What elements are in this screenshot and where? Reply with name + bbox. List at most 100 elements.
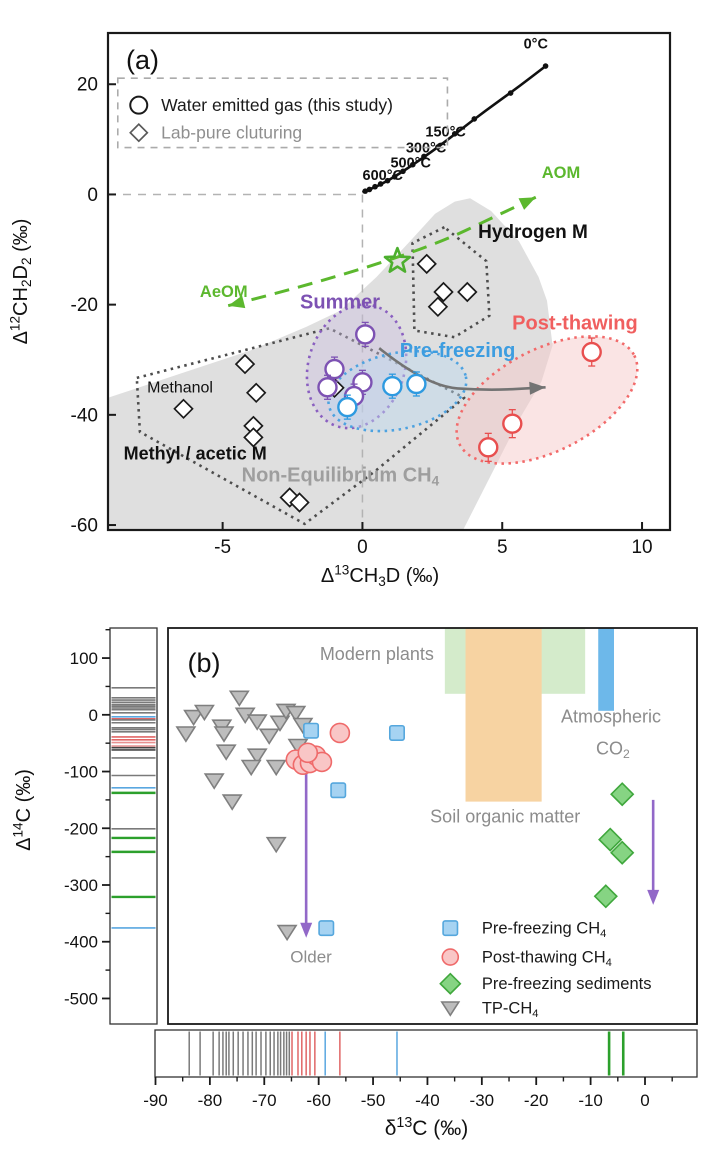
x-tick-label: -5: [214, 537, 231, 558]
temperature-curve-dot: [362, 188, 369, 194]
legend-diamond-marker: [129, 122, 149, 143]
y-tick-label: -400: [64, 933, 98, 952]
panel-b-legend-label-1: Post-thawing CH4: [482, 949, 612, 969]
tp-ch4-point: [183, 709, 205, 727]
temperature-curve-dot: [400, 168, 406, 175]
legend-circle-marker: [129, 95, 149, 115]
older-arrow-right-head: [647, 889, 660, 905]
y-tick-label: -300: [64, 876, 98, 895]
soil-organic-matter-region-label: Soil organic matter: [430, 807, 580, 827]
lab-pure-culturing-point: [427, 296, 449, 318]
tp-ch4-point: [258, 728, 280, 745]
x-tick-label: -10: [578, 1091, 603, 1110]
legend-square-marker: [442, 920, 459, 937]
bottom-rug-box: [154, 1029, 698, 1078]
series-post-thawing-ch4: [285, 722, 351, 776]
post-thawing-gas-point: [581, 341, 602, 363]
panel-b-y-axis-title: Δ14C (‰): [10, 769, 35, 851]
tp-ch4-point: [228, 690, 250, 707]
modern-plants-region-label: Modern plants: [320, 644, 434, 664]
panel-b-x-axis-title: δ13C (‰): [385, 1115, 469, 1140]
temperature-curve-dot: [377, 181, 384, 187]
x-tick-label: 10: [631, 537, 652, 558]
panel-a-y-axis-title: Δ12CH2D2 (‰): [7, 219, 34, 345]
lab-pure-culturing-point: [173, 398, 194, 420]
panel-b: Modern plants Soil organic matter Atmosphe…: [10, 627, 698, 1140]
pre-freezing-sediments-point: [610, 840, 635, 865]
pre-freezing-gas-point: [406, 373, 427, 395]
hydrogen-m-label: Hydrogen M: [478, 222, 588, 243]
lab-pure-culturing-point: [457, 281, 478, 303]
tp-ch4-point: [193, 704, 215, 722]
tp-ch4-point: [269, 715, 291, 732]
x-tick-label: -60: [306, 1091, 331, 1110]
pre-freezing-sediments-point: [610, 782, 635, 807]
panel-a-legend-box: [116, 77, 449, 149]
methyl-acetic-region: [135, 327, 466, 526]
series-tp-ch4: [175, 690, 314, 942]
pre-freezing-gas-point: [337, 396, 358, 418]
summer-gas-point: [317, 377, 338, 398]
lab-pure-culturing-point: [245, 382, 267, 404]
region-post-thawing: [455, 335, 639, 465]
x-tick-label: 0: [640, 1091, 649, 1110]
pre-freezing-ch4-point: [388, 724, 405, 741]
pre-freezing-ch4-point: [318, 920, 335, 937]
temperature-curve-dot: [384, 177, 391, 184]
x-tick-label: -80: [198, 1091, 223, 1110]
y-tick-label: 0: [89, 706, 98, 725]
tp-ch4-point: [265, 836, 287, 854]
post-thawing-ch4-point: [297, 742, 319, 764]
legend-label-1: Lab-pure cluturing: [161, 123, 302, 143]
left-rug-box: [109, 627, 158, 1025]
series-aom-reference-star: [383, 246, 412, 273]
series-pre-freezing-sediments: [593, 782, 635, 909]
tp-ch4-point: [246, 714, 268, 731]
x-tick-label: -90: [143, 1091, 168, 1110]
tp-ch4-point: [203, 773, 225, 790]
tp-ch4-point: [175, 726, 197, 743]
freeze-thaw-evolution-arrow: [378, 347, 546, 391]
y-tick-label: 100: [70, 649, 98, 668]
summer-gas-point: [355, 324, 376, 345]
summer-label: Summer: [300, 291, 380, 313]
temperature-curve-dot: [391, 174, 398, 180]
atmospheric-co2-region-label: Atmospheric: [561, 707, 661, 727]
hydrogen-region: [411, 225, 491, 339]
soil-organic-matter-region: [465, 628, 542, 802]
panel-b-legend-label-2: Pre-freezing sediments: [482, 975, 652, 993]
y-tick-label: -500: [64, 989, 98, 1008]
x-tick-label: -30: [470, 1091, 495, 1110]
pre-freezing-ch4-point: [303, 722, 320, 739]
temperature-curve-dot: [409, 161, 416, 168]
series-post-thawing-gas: [478, 337, 602, 463]
post-thawing-gas-point: [478, 437, 499, 458]
temperature-curve-dot: [421, 153, 427, 160]
series-pre-freezing-ch4: [303, 722, 405, 937]
aom-reference-star-point: [383, 246, 412, 273]
tp-ch4-point: [213, 726, 235, 743]
atmospheric-co2-region: [598, 628, 615, 711]
pre-freezing-sediments-point: [598, 827, 623, 852]
temperature-label: 500°C: [390, 155, 431, 171]
y-tick-label: -100: [64, 763, 98, 782]
panel-b-legend-label-0: Pre-freezing CH4: [482, 920, 607, 940]
post-thawing-ch4-point: [329, 722, 351, 744]
summer-gas-point: [324, 358, 345, 380]
older-arrow-left-head: [300, 922, 313, 938]
tp-ch4-point: [215, 744, 237, 761]
older-label: Older: [290, 948, 332, 967]
legend-diamond-marker: [439, 972, 462, 995]
temperature-label: 600°C: [363, 168, 404, 184]
post-thawing-gas-point: [502, 413, 523, 434]
x-tick-label: -40: [415, 1091, 440, 1110]
x-tick-label: 0: [357, 537, 368, 558]
atmospheric-co2-region-label-2: CO2: [596, 739, 630, 762]
series-pre-freezing-gas: [337, 371, 427, 420]
methyl-acetic-label: Methyl / acetic M: [124, 443, 267, 463]
aom-aeom-arrow-head-end: [518, 197, 536, 210]
tp-ch4-point: [265, 759, 287, 777]
panel-a-tag: (a): [126, 45, 159, 75]
pre-freezing-label: Pre-freezing: [400, 340, 516, 362]
